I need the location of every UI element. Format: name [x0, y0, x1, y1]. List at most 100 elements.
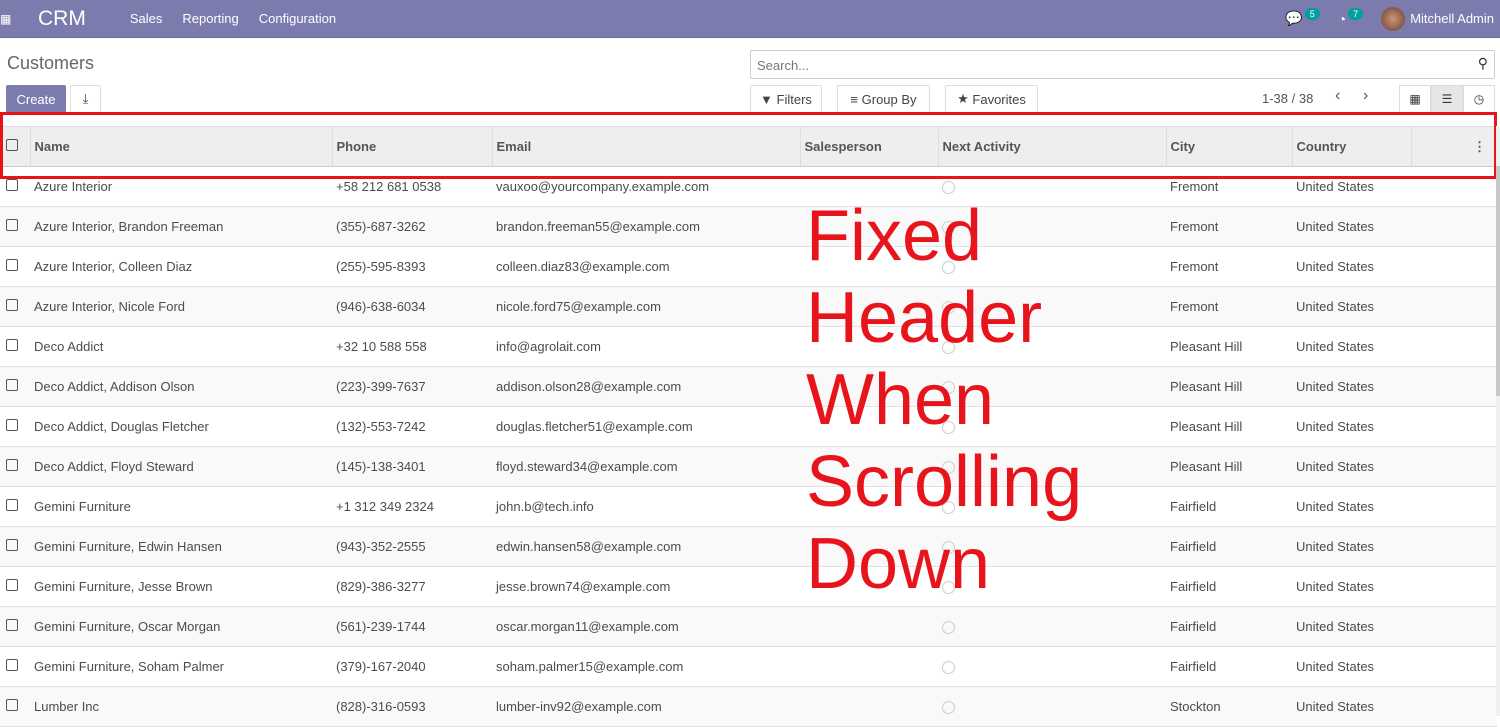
table-row[interactable]: Gemini Furniture, Edwin Hansen (943)-352-… — [0, 526, 1497, 567]
column-city[interactable]: City — [1166, 126, 1293, 167]
activity-clock-icon[interactable] — [942, 541, 955, 555]
table-row[interactable]: Gemini Furniture +1 312 349 2324 john.b@te… — [0, 486, 1497, 527]
cell-email: oscar.morgan11@example.com — [492, 606, 800, 647]
activity-clock-icon[interactable] — [942, 461, 955, 475]
cell-next-activity[interactable] — [938, 206, 1166, 247]
cell-next-activity[interactable] — [938, 366, 1166, 407]
group-by-button[interactable]: ≡ Group By — [837, 85, 930, 113]
column-name[interactable]: Name — [30, 126, 333, 167]
create-button[interactable]: Create — [6, 85, 66, 113]
table-row[interactable]: Azure Interior, Colleen Diaz (255)-595-83… — [0, 246, 1497, 287]
row-checkbox[interactable] — [0, 446, 30, 487]
cell-next-activity[interactable] — [938, 446, 1166, 487]
kanban-view-button[interactable]: ▦ — [1399, 85, 1431, 113]
row-checkbox[interactable] — [0, 486, 30, 527]
scrollbar[interactable] — [1496, 126, 1500, 716]
cell-next-activity[interactable] — [938, 606, 1166, 647]
table-row[interactable]: Azure Interior, Brandon Freeman (355)-687… — [0, 206, 1497, 247]
menu-configuration[interactable]: Configuration — [258, 11, 337, 26]
activity-clock-icon[interactable] — [942, 661, 955, 675]
row-checkbox[interactable] — [0, 646, 30, 687]
cell-salesperson — [800, 166, 938, 207]
list-view-button[interactable]: ☰ — [1431, 85, 1463, 113]
cell-next-activity[interactable] — [938, 326, 1166, 367]
row-checkbox[interactable] — [0, 166, 30, 207]
page-title: Customers — [7, 53, 95, 73]
cell-next-activity[interactable] — [938, 246, 1166, 287]
activity-clock-icon[interactable] — [942, 421, 955, 435]
table-row[interactable]: Azure Interior +58 212 681 0538 vauxoo@you… — [0, 166, 1497, 207]
search-input[interactable]: Search... ⚲ — [750, 50, 1495, 79]
apps-menu-icon[interactable]: ▦ — [0, 11, 12, 26]
column-salesperson[interactable]: Salesperson — [800, 126, 939, 167]
row-checkbox[interactable] — [0, 206, 30, 247]
row-checkbox[interactable] — [0, 286, 30, 327]
activity-clock-icon[interactable] — [942, 181, 955, 195]
cell-phone: (145)-138-3401 — [332, 446, 492, 487]
activity-clock-icon[interactable] — [942, 341, 955, 355]
table-row[interactable]: Gemini Furniture, Jesse Brown (829)-386-3… — [0, 566, 1497, 607]
download-button[interactable]: ⤓ — [70, 85, 101, 113]
table-row[interactable]: Deco Addict +32 10 588 558 info@agrolait.c… — [0, 326, 1497, 367]
column-country[interactable]: Country — [1292, 126, 1412, 167]
search-icon[interactable]: ⚲ — [1477, 55, 1488, 71]
cell-next-activity[interactable] — [938, 166, 1166, 207]
activities-button[interactable]: ◔ 7 — [1338, 7, 1364, 27]
activity-clock-icon[interactable] — [942, 581, 955, 595]
column-next-activity[interactable]: Next Activity — [938, 126, 1167, 167]
cell-next-activity[interactable] — [938, 686, 1166, 727]
table-row[interactable]: Deco Addict, Floyd Steward (145)-138-3401… — [0, 446, 1497, 487]
activity-clock-icon[interactable] — [942, 501, 955, 515]
cell-country: United States — [1292, 166, 1411, 207]
column-phone[interactable]: Phone — [332, 126, 493, 167]
row-checkbox[interactable] — [0, 246, 30, 287]
cell-salesperson — [800, 286, 938, 327]
activities-badge: 7 — [1348, 7, 1364, 20]
menu-sales[interactable]: Sales — [129, 11, 163, 26]
cell-next-activity[interactable] — [938, 526, 1166, 567]
app-brand[interactable]: CRM — [38, 6, 86, 30]
activity-clock-icon[interactable] — [942, 301, 955, 315]
menu-reporting[interactable]: Reporting — [182, 11, 239, 26]
table-row[interactable]: Deco Addict, Douglas Fletcher (132)-553-7… — [0, 406, 1497, 447]
cell-next-activity[interactable] — [938, 406, 1166, 447]
filters-button[interactable]: ▼ Filters — [750, 85, 822, 113]
table-row[interactable]: Azure Interior, Nicole Ford (946)-638-603… — [0, 286, 1497, 327]
user-menu[interactable]: Mitchell Admin — [1381, 6, 1494, 31]
row-checkbox[interactable] — [0, 686, 30, 727]
cell-next-activity[interactable] — [938, 486, 1166, 527]
row-checkbox[interactable] — [0, 326, 30, 367]
table-row[interactable]: Gemini Furniture, Oscar Morgan (561)-239-… — [0, 606, 1497, 647]
cell-next-activity[interactable] — [938, 566, 1166, 607]
table-row[interactable]: Deco Addict, Addison Olson (223)-399-7637… — [0, 366, 1497, 407]
cell-phone: (379)-167-2040 — [332, 646, 492, 687]
row-checkbox[interactable] — [0, 526, 30, 567]
select-all-checkbox[interactable] — [0, 126, 31, 167]
activity-clock-icon[interactable] — [942, 221, 955, 235]
optional-columns-toggle[interactable]: ⋮ — [1411, 126, 1497, 167]
cell-country: United States — [1292, 246, 1411, 287]
messages-button[interactable]: 💬 5 — [1285, 7, 1320, 27]
activity-clock-icon[interactable] — [942, 261, 955, 275]
cell-empty — [1411, 206, 1497, 247]
column-email[interactable]: Email — [492, 126, 801, 167]
chevron-left-icon[interactable]: ‹ — [1335, 87, 1341, 104]
favorites-button[interactable]: ★ Favorites — [945, 85, 1038, 113]
cell-next-activity[interactable] — [938, 286, 1166, 327]
table-row[interactable]: Gemini Furniture, Soham Palmer (379)-167-… — [0, 646, 1497, 687]
activity-clock-icon[interactable] — [942, 381, 955, 395]
activity-view-button[interactable]: ◷ — [1463, 85, 1495, 113]
chevron-right-icon[interactable]: › — [1363, 87, 1369, 104]
cell-next-activity[interactable] — [938, 646, 1166, 687]
cell-phone: +1 312 349 2324 — [332, 486, 492, 527]
cell-country: United States — [1292, 286, 1411, 327]
activity-clock-icon[interactable] — [942, 621, 955, 635]
pager-value[interactable]: 1-38 / 38 — [1262, 91, 1314, 106]
table-row[interactable]: Lumber Inc (828)-316-0593 lumber-inv92@exa… — [0, 686, 1497, 727]
row-checkbox[interactable] — [0, 406, 30, 447]
row-checkbox[interactable] — [0, 366, 30, 407]
row-checkbox[interactable] — [0, 566, 30, 607]
activity-clock-icon[interactable] — [942, 701, 955, 715]
bars-icon: ≡ — [850, 91, 859, 107]
row-checkbox[interactable] — [0, 606, 30, 647]
